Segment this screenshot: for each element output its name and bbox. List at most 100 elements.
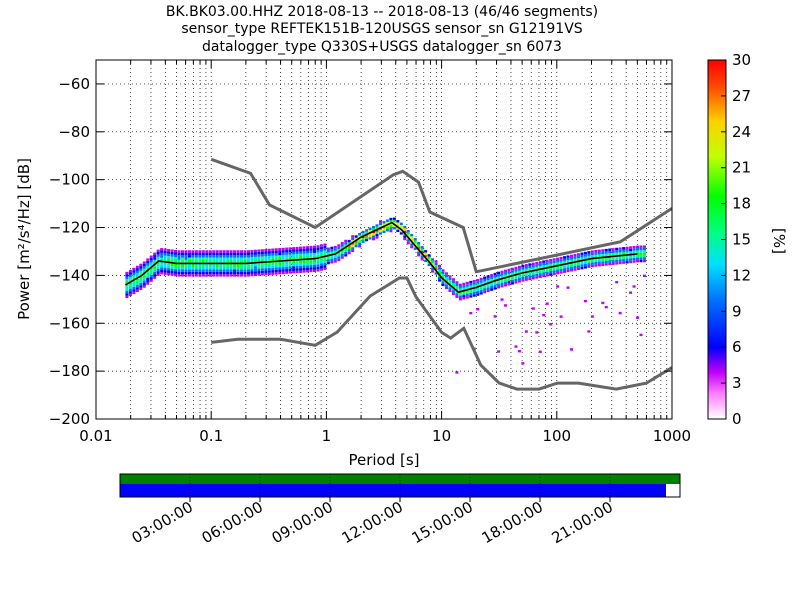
heatmap-cell xyxy=(469,292,473,296)
heatmap-cell xyxy=(344,246,348,250)
heatmap-cell xyxy=(389,227,393,230)
heatmap-cell xyxy=(253,256,257,260)
heatmap-cell xyxy=(167,256,171,259)
heatmap-cell xyxy=(194,274,198,277)
heatmap-cell xyxy=(278,264,282,268)
heatmap-cell xyxy=(177,271,181,275)
heatmap-cell xyxy=(389,229,393,233)
heatmap-cell xyxy=(306,262,310,266)
heatmap-cell xyxy=(552,267,556,271)
heatmap-cell xyxy=(306,267,310,271)
heatmap-cell xyxy=(570,348,574,351)
heatmap-cell xyxy=(396,220,400,223)
heatmap-cell xyxy=(274,265,278,268)
heatmap-cell xyxy=(510,270,514,273)
heatmap-cell xyxy=(479,292,483,295)
heatmap-cell xyxy=(583,251,587,255)
heatmap-cell xyxy=(271,270,275,273)
heatmap-cell xyxy=(636,252,640,256)
heatmap-cell xyxy=(570,257,574,260)
heatmap-cell xyxy=(208,271,212,275)
heatmap-cell xyxy=(285,271,289,274)
heatmap-cell xyxy=(149,279,153,282)
heatmap-cell xyxy=(507,280,511,284)
heatmap-cell xyxy=(285,254,289,258)
heatmap-cell xyxy=(253,264,257,267)
plot-background xyxy=(96,60,672,419)
heatmap-cell xyxy=(319,246,323,250)
heatmap-cell xyxy=(309,248,313,251)
heatmap-cell xyxy=(146,275,150,278)
heatmap-cell xyxy=(260,273,264,276)
heatmap-cell xyxy=(153,259,157,263)
heatmap-cell xyxy=(264,270,268,273)
heatmap-cell xyxy=(309,269,313,273)
heatmap-cell xyxy=(226,269,230,272)
heatmap-cell xyxy=(191,264,195,268)
heatmap-cell xyxy=(257,259,261,262)
heatmap-cell xyxy=(385,219,389,222)
heatmap-cell xyxy=(524,273,528,277)
heatmap-cell xyxy=(201,257,205,260)
heatmap-cell xyxy=(431,270,435,273)
heatmap-cell xyxy=(125,281,129,284)
heatmap-cell xyxy=(330,256,334,259)
heatmap-cell xyxy=(285,247,289,250)
heatmap-cell xyxy=(257,263,261,267)
heatmap-cell xyxy=(583,263,587,267)
heatmap-cell xyxy=(135,289,139,293)
heatmap-cell xyxy=(128,293,132,297)
heatmap-cell xyxy=(514,278,518,282)
heatmap-cell xyxy=(396,229,400,233)
heatmap-cell xyxy=(462,287,466,290)
heatmap-cell xyxy=(316,261,320,265)
heatmap-cell xyxy=(274,257,278,261)
heatmap-cell xyxy=(198,271,202,275)
heatmap-cell xyxy=(375,224,379,227)
heatmap-cell xyxy=(212,271,216,275)
heatmap-cell xyxy=(472,289,476,292)
heatmap-cell xyxy=(458,283,462,287)
heatmap-cell xyxy=(271,258,275,261)
heatmap-cell xyxy=(642,255,646,258)
heatmap-cell xyxy=(358,235,362,238)
heatmap-cell xyxy=(128,291,132,294)
heatmap-cell xyxy=(267,267,271,271)
heatmap-cell xyxy=(570,264,574,267)
heatmap-cell xyxy=(278,252,282,256)
heatmap-cell xyxy=(156,249,160,252)
heatmap-cell xyxy=(184,264,188,268)
heatmap-cell xyxy=(306,246,310,249)
heatmap-cell xyxy=(281,247,285,251)
heatmap-cell xyxy=(264,268,268,271)
heatmap-cell xyxy=(639,255,643,258)
heatmap-cell xyxy=(246,274,250,277)
heatmap-cell xyxy=(180,267,184,270)
heatmap-cell xyxy=(309,267,313,270)
heatmap-cell xyxy=(174,266,178,270)
heatmap-cell xyxy=(205,271,209,275)
heatmap-cell xyxy=(451,285,455,288)
heatmap-cell xyxy=(479,287,483,290)
heatmap-cell xyxy=(260,268,264,271)
heatmap-cell xyxy=(205,257,209,260)
heatmap-cell xyxy=(309,260,313,263)
heatmap-cell xyxy=(469,283,473,286)
heatmap-cell xyxy=(187,274,191,277)
heatmap-cell xyxy=(347,247,351,250)
heatmap-cell xyxy=(260,256,264,259)
heatmap-cell xyxy=(354,240,358,243)
heatmap-cell xyxy=(323,243,327,246)
heatmap-cell xyxy=(521,264,525,268)
y-axis-ticks: −200 −180 −160 −140 −120 −100 −80 −60 xyxy=(49,75,672,428)
heatmap-cell xyxy=(545,271,549,275)
heatmap-cell xyxy=(476,308,480,311)
heatmap-cell xyxy=(337,251,341,254)
heatmap-cell xyxy=(198,264,202,268)
heatmap-cell xyxy=(267,263,271,266)
heatmap-cell xyxy=(233,250,237,253)
heatmap-cell xyxy=(229,271,233,275)
heatmap-cell xyxy=(563,268,567,271)
heatmap-cell xyxy=(125,278,129,282)
heatmap-cell xyxy=(615,252,619,255)
